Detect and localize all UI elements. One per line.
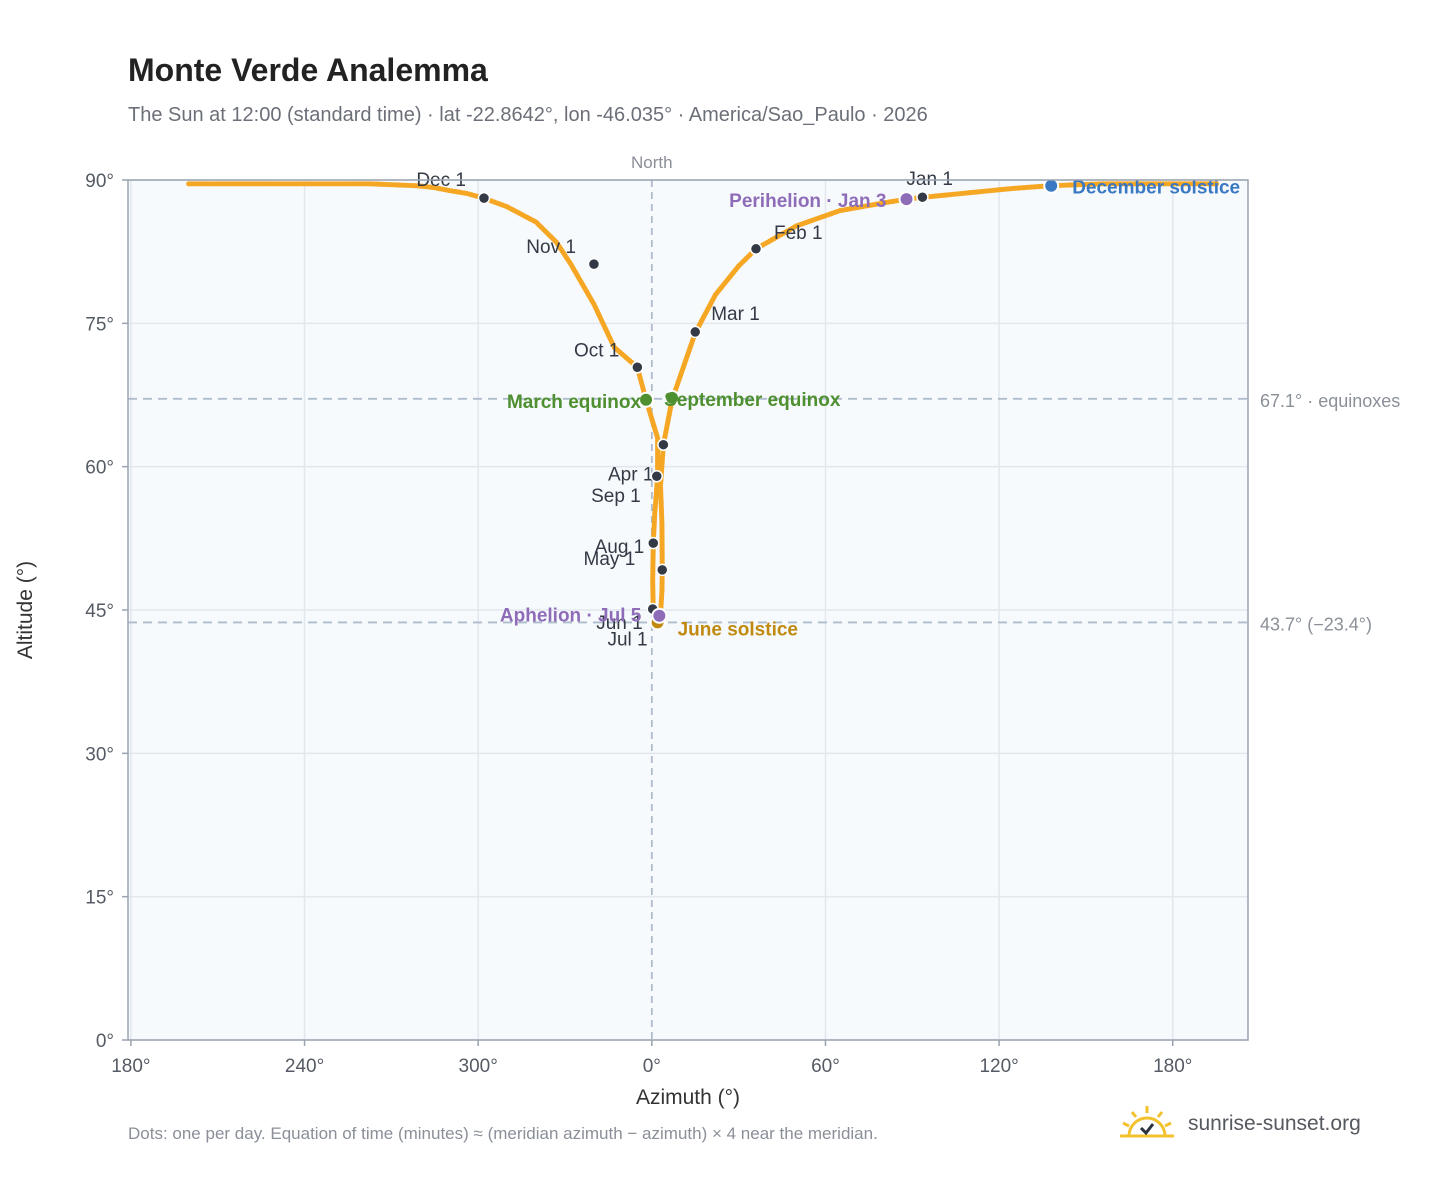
- month-marker: [631, 361, 644, 374]
- event-label: March equinox: [507, 392, 642, 413]
- reference-line-label: 43.7° (−23.4°): [1260, 614, 1372, 634]
- x-tick-label: 180°: [111, 1056, 150, 1077]
- month-marker: [650, 469, 663, 483]
- sun-logo-icon: [1120, 1106, 1174, 1138]
- month-marker: [657, 438, 670, 451]
- x-tick-label: 0°: [643, 1056, 661, 1077]
- y-tick-label: 60°: [85, 458, 114, 479]
- month-marker: [916, 190, 929, 204]
- month-marker: [749, 242, 763, 256]
- x-tick-label: 300°: [459, 1056, 498, 1077]
- x-tick-label: 60°: [811, 1056, 840, 1077]
- brand-name: sunrise-sunset.org: [1188, 1112, 1361, 1135]
- month-marker: [477, 191, 491, 205]
- event-marker: [664, 389, 681, 406]
- y-tick-label: 90°: [85, 171, 114, 192]
- x-axis-label: Azimuth (°): [636, 1086, 740, 1109]
- month-marker-label: Mar 1: [711, 304, 760, 325]
- month-marker: [587, 257, 601, 271]
- x-tick-label: 240°: [285, 1056, 324, 1077]
- event-label: September equinox: [664, 390, 841, 411]
- month-marker: [655, 563, 669, 577]
- y-tick-label: 45°: [85, 601, 114, 622]
- month-marker-label: Oct 1: [574, 340, 619, 361]
- event-marker: [898, 191, 915, 208]
- event-label: December solstice: [1072, 178, 1240, 199]
- month-marker-label: Aug 1: [595, 537, 645, 558]
- month-marker-label: Jul 1: [607, 629, 647, 650]
- brand: sunrise-sunset.org: [1120, 1104, 1361, 1144]
- event-marker: [638, 391, 655, 408]
- event-label: Perihelion · Jan 3: [729, 191, 886, 212]
- month-marker-label: Jun 1: [596, 613, 642, 634]
- reference-lines: [128, 180, 1248, 1040]
- north-label: North: [631, 153, 673, 172]
- event-label: Aphelion · Jul 5: [500, 606, 642, 627]
- x-tick-label: 120°: [979, 1056, 1018, 1077]
- y-tick-label: 75°: [85, 314, 114, 335]
- y-tick-label: 30°: [85, 744, 114, 765]
- event-markers: March equinox September equinox June solst…: [500, 177, 1240, 640]
- month-marker-label: May 1: [584, 549, 636, 570]
- axes: 0° 15° 30° 45° 60° 75° 90° 180° 240° 300° 0° 60° 120…: [14, 153, 1400, 1109]
- event-marker: [651, 607, 668, 624]
- month-marker: [647, 536, 660, 550]
- day-dot: [1213, 181, 1220, 187]
- month-marker: [688, 325, 702, 339]
- y-tick-label: 0°: [96, 1031, 114, 1052]
- footnote: Dots: one per day. Equation of time (min…: [128, 1124, 878, 1143]
- month-marker-label: Apr 1: [608, 465, 653, 486]
- chart-title: Monte Verde Analemma: [128, 52, 488, 88]
- event-label: June solstice: [678, 619, 798, 640]
- event-marker: [1043, 177, 1060, 194]
- chart-subtitle: The Sun at 12:00 (standard time) · lat -…: [128, 104, 928, 126]
- month-marker-label: Feb 1: [774, 223, 823, 244]
- reference-line-label: 67.1° · equinoxes: [1260, 391, 1400, 411]
- month-marker-label: Sep 1: [591, 486, 641, 507]
- month-marker-label: Nov 1: [526, 237, 576, 258]
- y-tick-label: 15°: [85, 888, 114, 909]
- x-tick-label: 180°: [1153, 1056, 1192, 1077]
- y-axis-label: Altitude (°): [14, 561, 37, 659]
